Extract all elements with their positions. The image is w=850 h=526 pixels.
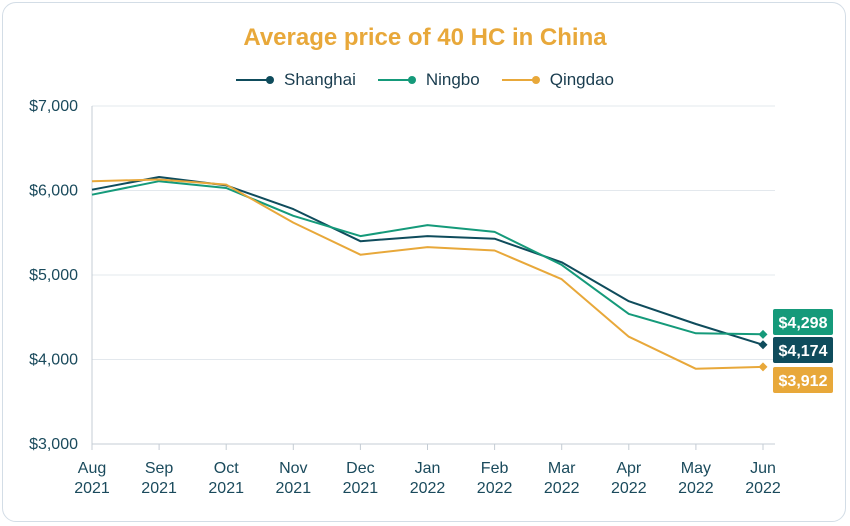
x-tick-label-month: Nov xyxy=(279,460,307,477)
x-tick-label-year: 2021 xyxy=(141,480,177,497)
x-tick-label-month: Jan xyxy=(415,460,441,477)
legend-label-ningbo: Ningbo xyxy=(425,70,480,89)
x-tick-label-month: Jun xyxy=(750,460,776,477)
x-tick-label-year: 2022 xyxy=(410,480,446,497)
end-marker-qingdao xyxy=(758,362,768,372)
y-tick-label: $4,000 xyxy=(29,352,78,369)
x-tick-label-year: 2022 xyxy=(678,480,714,497)
chart-legend: Shanghai Ningbo Qingdao xyxy=(0,70,850,90)
x-tick-label-month: Apr xyxy=(616,460,642,477)
end-badge-shanghai xyxy=(773,337,833,363)
x-tick-label-month: Dec xyxy=(346,460,374,477)
end-badge-ningbo xyxy=(773,309,833,335)
y-tick-label: $6,000 xyxy=(29,183,78,200)
end-marker-ningbo xyxy=(758,329,768,339)
x-tick-label-month: Aug xyxy=(78,460,106,477)
x-tick-label-year: 2022 xyxy=(477,480,513,497)
legend-item-qingdao: Qingdao xyxy=(501,70,614,90)
legend-swatch-shanghai xyxy=(236,76,274,84)
legend-swatch-ningbo xyxy=(377,76,416,84)
x-tick-label-year: 2022 xyxy=(745,480,781,497)
end-label-ningbo: $4,298 xyxy=(779,315,828,332)
x-tick-label-year: 2021 xyxy=(208,480,244,497)
legend-item-ningbo: Ningbo xyxy=(377,70,480,90)
x-tick-label-month: Oct xyxy=(214,460,239,477)
end-label-shanghai: $4,174 xyxy=(779,343,828,360)
x-tick-label-month: Feb xyxy=(481,460,509,477)
series-line-shanghai xyxy=(91,176,764,346)
y-tick-label: $7,000 xyxy=(29,98,78,115)
x-tick-label-month: Sep xyxy=(145,460,174,477)
x-tick-label-month: May xyxy=(681,460,711,477)
series-line-ningbo xyxy=(91,180,764,336)
y-tick-label: $5,000 xyxy=(29,267,78,284)
legend-swatch-qingdao xyxy=(501,76,540,84)
x-tick-label-year: 2022 xyxy=(611,480,647,497)
legend-label-shanghai: Shanghai xyxy=(284,70,356,89)
chart-title: Average price of 40 HC in China xyxy=(243,24,607,51)
end-badge-qingdao xyxy=(773,367,833,393)
legend-label-qingdao: Qingdao xyxy=(549,70,614,89)
y-tick-label: $3,000 xyxy=(29,436,78,453)
x-tick-label-year: 2021 xyxy=(74,480,110,497)
series-line-qingdao xyxy=(91,178,764,370)
end-marker-shanghai xyxy=(758,340,768,350)
x-tick-label-year: 2021 xyxy=(276,480,312,497)
x-tick-label-year: 2021 xyxy=(343,480,379,497)
legend-item-shanghai: Shanghai xyxy=(236,70,356,90)
x-tick-label-year: 2022 xyxy=(544,480,580,497)
end-label-qingdao: $3,912 xyxy=(779,373,828,390)
x-tick-label-month: Mar xyxy=(548,460,576,477)
